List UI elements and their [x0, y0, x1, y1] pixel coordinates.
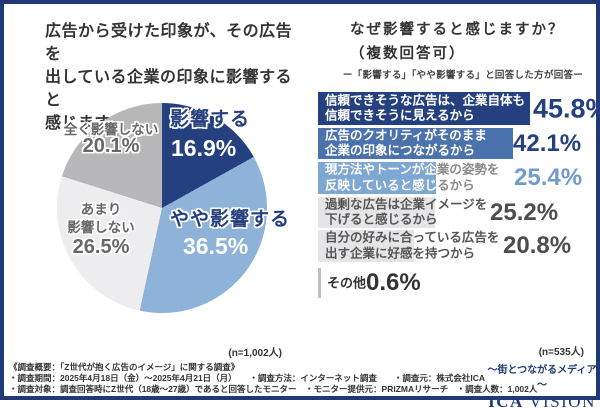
pie-question-line1: 広告から受けた印象が、その広告を [45, 23, 293, 63]
bar-value: 42.1% [513, 129, 582, 157]
bar-label-overlay: 信頼できそうな広告は、企業自体も 信頼できそうに見えるから [325, 93, 526, 123]
bar-label: 広告のクオリティがそのまま 企業の印象につながるから [325, 128, 487, 158]
bar-value: 20.8% [503, 232, 572, 259]
bar-row: 信頼できそうな広告は、企業自体も 信頼できそうに見えるから 信頼できそうな広告は、… [318, 92, 600, 125]
pie-slice-yaya-eikyosuru-label: やや影響する [170, 209, 291, 230]
pie-question-title: 広告から受けた印象が、その広告を 出している企業の印象に影響すると 感じますか？ [45, 20, 305, 135]
survey-target-monitor-count: ・調査対象：調査回答時にZ世代（18歳～27歳）であると回答したモニター ・モニ… [9, 384, 538, 394]
logo-tagline: ～街とつながるメディア～ [487, 365, 597, 391]
bar-row: 広告のクオリティがそのまま 企業の印象につながるから 広告のクオリティがそのまま企… [318, 128, 600, 159]
bar-sample-size: (n=535人) [538, 347, 584, 358]
bar-question-line2: （複数回答可） [350, 46, 466, 62]
pie-slice-eikyosuru-value: 16.9% [171, 135, 237, 161]
bar-label-overlay: 広告のクオリティがそのまま 企業の印象につながるから [325, 128, 487, 158]
bar-label: 現方法やトーンが企業の姿勢を 反映していると感じるから [325, 162, 500, 193]
bar-fill [318, 197, 435, 228]
pie-slice-mattaku-label: 全く影響しない [63, 122, 159, 137]
infographic-canvas: 広告から受けた印象が、その広告を 出している企業の印象に影響すると 感じますか？… [4, 4, 600, 411]
bar-question-title: なぜ影響すると感じますか？ （複数回答可） [350, 18, 600, 66]
bar-row: 自分の好みに合っている広告を 出す企業に好感を持つから 20.8% [318, 230, 600, 262]
pie-question-line2: 出している企業の印象に影響すると [45, 69, 293, 109]
pie-slice-yaya-eikyosuru-value: 36.5% [183, 233, 249, 259]
bar-fill [318, 92, 530, 125]
bar-row: その他 0.6% [318, 268, 600, 298]
pie-slice-mattaku-value: 20.1% [82, 135, 140, 157]
bar-fill [318, 230, 414, 262]
survey-period-method-source: ・調査期間：2025年4月18日（金）～2025年4月21日（月） ・調査方法：… [9, 373, 486, 383]
bar-value: 25.2% [490, 198, 559, 226]
pie-slice-amari-label-line2: 影響しない [67, 220, 135, 235]
survey-overview-title: 《調査概要：「Z世代が抱く広告のイメージ」に関する調査》 [9, 362, 240, 372]
bar-fill [318, 162, 436, 194]
pie-chart [57, 103, 267, 313]
pie-slice-eikyosuru-label: 影響する [170, 109, 251, 130]
bar-label: 過剰な広告は企業イメージを 下げると感じるから [325, 197, 488, 227]
bar-label: 信頼できそうな広告は、企業自体も 信頼できそうに見えるから [325, 93, 526, 123]
bar-fill [318, 128, 513, 159]
bar-value: 25.4% [514, 164, 583, 191]
bar-fill [318, 268, 321, 298]
bar-chart-subtitle: ー「影響する」「やや影響する」と回答した方が回答ー [342, 70, 584, 81]
pie-slice-amari-label-line1: あまり [80, 202, 122, 217]
bar-value: 45.8% [533, 93, 600, 123]
ica-vision-logo: ～街とつながるメディア～ ICA VISION [486, 361, 598, 412]
bar-row: 過剰な広告は企業イメージを 下げると感じるから 25.2% [318, 197, 600, 228]
logo-name: ICA VISION [488, 392, 596, 411]
bar-label: その他 [327, 275, 367, 291]
pie-sample-size: (n=1,002人) [228, 348, 282, 359]
bar-label: 自分の好みに合っている広告を 出す企業に好感を持つから [325, 230, 500, 261]
bar-question-line1: なぜ影響すると感じますか？ [350, 22, 565, 38]
bar-value: 0.6% [366, 269, 421, 296]
pie-slice-amari-value: 26.5% [72, 236, 130, 258]
